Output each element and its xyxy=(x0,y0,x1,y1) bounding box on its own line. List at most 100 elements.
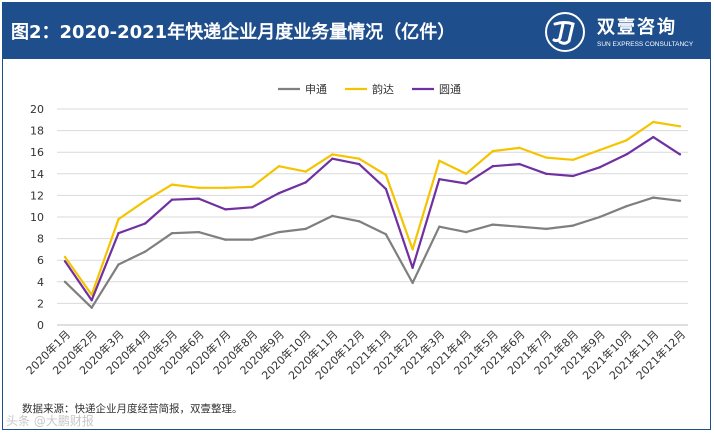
data-point-shentong xyxy=(518,225,521,228)
data-point-yunda xyxy=(63,255,67,259)
data-point-shentong xyxy=(224,238,227,241)
data-point-yunda xyxy=(90,293,93,296)
data-point-shentong xyxy=(545,227,548,231)
data-point-yunda xyxy=(357,157,361,160)
data-point-yunda xyxy=(571,158,575,161)
data-point-yunda xyxy=(464,172,468,175)
figure-frame: 图2：2020-2021年快递企业月度业务量情况（亿件） 双壹咨询 SUN EX… xyxy=(2,2,711,430)
x-axis-ticks: 2020年1月2020年2月2020年3月2020年4月2020年5月2020年… xyxy=(23,327,688,382)
data-point-yuantong xyxy=(331,157,334,160)
data-point-yunda xyxy=(250,185,254,188)
data-point-yunda xyxy=(170,183,174,186)
data-point-yunda xyxy=(224,186,227,190)
data-point-shentong xyxy=(277,230,281,234)
y-axis-ticks: 0 2 4 6 8 10 12 14 16 18 20 xyxy=(30,103,44,332)
data-point-yunda xyxy=(491,149,495,153)
brand-logo: 双壹咨询 SUN EXPRESS CONSULTANCY xyxy=(543,9,709,55)
series-line-yunda xyxy=(64,120,681,296)
series-lines xyxy=(63,120,682,309)
data-point-yuantong xyxy=(277,192,281,195)
data-point-shentong xyxy=(90,306,93,309)
watermark: 头条 @大鹏财报 xyxy=(6,414,94,428)
data-point-yuantong xyxy=(518,162,521,166)
data-point-yuantong xyxy=(170,198,174,201)
y-tick-label: 12 xyxy=(30,189,44,202)
data-point-shentong xyxy=(438,225,441,228)
data-point-shentong xyxy=(197,230,200,234)
y-tick-label: 16 xyxy=(30,146,44,159)
data-point-shentong xyxy=(63,280,67,283)
y-tick-label: 4 xyxy=(37,276,44,289)
data-point-yuantong xyxy=(652,135,655,139)
data-point-yunda xyxy=(411,248,414,251)
data-point-yuantong xyxy=(625,153,628,156)
y-tick-label: 10 xyxy=(30,211,44,224)
data-point-shentong xyxy=(384,233,388,236)
data-point-yunda xyxy=(197,186,200,190)
data-point-yuantong xyxy=(438,178,441,181)
legend-label-yunda: 韵达 xyxy=(372,82,394,96)
data-point-yuantong xyxy=(384,187,388,191)
data-point-shentong xyxy=(491,223,495,226)
data-point-shentong xyxy=(117,263,120,266)
data-point-shentong xyxy=(357,220,361,223)
y-tick-label: 18 xyxy=(30,125,44,138)
data-point-yuantong xyxy=(304,181,307,184)
data-point-yuantong xyxy=(411,266,414,269)
data-point-yunda xyxy=(598,148,601,152)
data-point-yuantong xyxy=(464,182,468,185)
data-point-yunda xyxy=(277,165,281,168)
data-point-yunda xyxy=(304,170,307,173)
data-point-yunda xyxy=(384,173,388,177)
data-point-yuantong xyxy=(545,172,548,175)
data-point-yuantong xyxy=(117,232,120,235)
brand-name-cn: 双壹咨询 xyxy=(597,17,677,38)
data-point-shentong xyxy=(250,238,254,241)
data-point-shentong xyxy=(170,232,174,235)
data-point-yuantong xyxy=(598,166,601,169)
data-point-yunda xyxy=(545,156,548,159)
data-point-shentong xyxy=(464,230,468,234)
data-point-shentong xyxy=(598,215,601,219)
legend-label-yuantong: 圆通 xyxy=(439,83,461,96)
data-point-yuantong xyxy=(90,298,93,302)
data-point-shentong xyxy=(411,281,414,285)
y-tick-label: 6 xyxy=(37,254,44,267)
y-tick-label: 0 xyxy=(37,319,44,332)
legend: 申通 韵达 圆通 xyxy=(278,82,461,96)
data-point-yuantong xyxy=(571,174,575,178)
data-point-yuantong xyxy=(491,165,495,168)
data-point-yunda xyxy=(652,120,655,124)
legend-label-shentong: 申通 xyxy=(305,83,327,96)
data-point-shentong xyxy=(571,224,575,227)
y-tick-label: 14 xyxy=(30,168,44,181)
data-point-yunda xyxy=(625,139,628,142)
data-point-shentong xyxy=(144,250,147,253)
data-point-yuantong xyxy=(144,222,147,225)
grid-lines xyxy=(57,108,688,326)
data-point-shentong xyxy=(625,205,628,208)
data-point-yunda xyxy=(518,146,521,150)
y-tick-label: 20 xyxy=(30,103,44,116)
data-point-yuantong xyxy=(224,208,227,211)
data-point-yuantong xyxy=(357,162,361,166)
source-note: 数据来源：快递企业月度经营简报，双壹整理。 xyxy=(22,403,243,415)
series-line-shentong xyxy=(64,196,681,309)
data-point-yuantong xyxy=(678,153,682,156)
y-tick-label: 2 xyxy=(37,297,44,310)
data-point-shentong xyxy=(678,199,682,202)
brand-name-en: SUN EXPRESS CONSULTANCY xyxy=(597,41,694,48)
data-point-shentong xyxy=(652,196,655,199)
data-point-shentong xyxy=(304,227,307,231)
data-point-yunda xyxy=(331,153,334,156)
series-line-yuantong xyxy=(64,136,681,302)
brand-logo-icon xyxy=(545,12,585,52)
figure-title: 图2：2020-2021年快递企业月度业务量情况（亿件） xyxy=(11,22,456,43)
data-point-yuantong xyxy=(63,260,67,263)
data-point-yunda xyxy=(678,125,682,128)
header-bar: 图2：2020-2021年快递企业月度业务量情况（亿件） 双壹咨询 SUN EX… xyxy=(3,3,710,59)
data-point-shentong xyxy=(331,214,334,218)
data-point-yuantong xyxy=(197,197,200,200)
data-point-yunda xyxy=(438,159,441,163)
